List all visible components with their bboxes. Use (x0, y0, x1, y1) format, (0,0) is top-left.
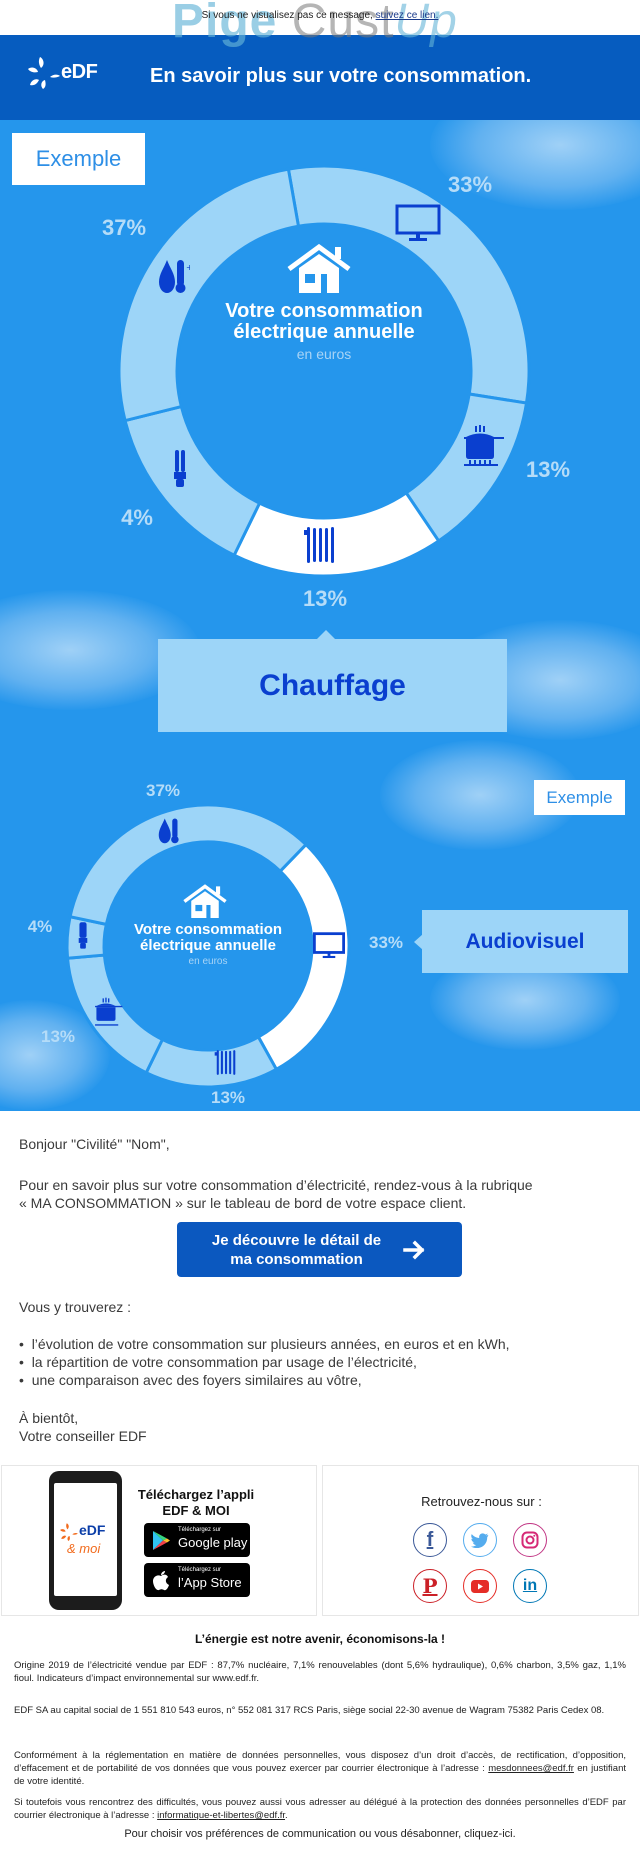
app-store-badge[interactable]: Téléchargez sur l’App Store (144, 1563, 250, 1597)
greeting: Bonjour "Civilité" "Nom", (19, 1136, 170, 1152)
donut-segments (65, 803, 351, 1089)
company-info: EDF SA au capital social de 1 551 810 54… (14, 1705, 605, 1716)
arrow-right-icon (403, 1240, 425, 1259)
label-chauffage: 13% (302, 586, 348, 611)
house-icon (183, 884, 227, 918)
cooking-pot-icon (464, 425, 504, 466)
light-bulb-icon (174, 450, 186, 487)
water-heater-icon (158, 818, 179, 844)
exemple-badge: Exemple (12, 133, 145, 185)
discover-consumption-button[interactable]: Je découvre le détail de ma consommation (177, 1222, 462, 1277)
preheader: Si vous ne visualisez pas ce message, su… (0, 10, 640, 21)
view-online-link[interactable]: suivez ce lien. (375, 10, 439, 21)
dpo-email-link[interactable]: informatique-et-libertes@edf.fr (157, 1810, 286, 1821)
apple-icon (153, 1571, 169, 1591)
gdpr-notice: Conformément à la réglementation en mati… (14, 1750, 627, 1787)
phone-illustration: eDF & moi (49, 1471, 122, 1610)
list-intro: Vous y trouverez : (19, 1299, 132, 1315)
house-icon (287, 244, 351, 293)
google-play-badge[interactable]: Téléchargez sur Google play (144, 1523, 250, 1557)
unsubscribe-link[interactable]: Pour choisir vos préférences de communic… (124, 1828, 516, 1840)
callout-pointer (316, 630, 336, 640)
social-box: Retrouvez-nous sur : f P in (322, 1465, 639, 1616)
callout-pointer (414, 934, 423, 950)
segment-audiovisuel (286, 164, 531, 405)
features-list: • l’évolution de votre consommation sur … (19, 1335, 510, 1389)
tv-icon (313, 932, 345, 959)
label-cuisson: 13% (40, 1027, 76, 1046)
svg-text:+: + (186, 263, 190, 272)
preheader-text: Si vous ne visualisez pas ce message, (201, 10, 376, 21)
signoff: À bientôt, Votre conseiller EDF (19, 1410, 147, 1444)
label-eclairage: 4% (27, 917, 53, 936)
edf-logo-icon (60, 1523, 78, 1541)
instagram-icon[interactable] (513, 1523, 547, 1557)
footer-slogan: L’énergie est notre avenir, économisons-… (194, 1632, 446, 1646)
pinterest-icon[interactable]: P (413, 1569, 447, 1603)
label-cuisson: 13% (525, 457, 571, 482)
label-eclairage: 4% (121, 505, 153, 530)
google-play-icon (153, 1531, 170, 1550)
phone-edf-text: eDF (79, 1522, 106, 1538)
social-title: Retrouvez-nous sur : (421, 1494, 542, 1509)
electricity-origin: Origine 2019 de l’électricité vendue par… (14, 1660, 626, 1684)
segment-eau chaude (117, 167, 301, 423)
donut-center-text: Votre consommation électrique annuelle e… (133, 921, 283, 967)
list-item: • la répartition de votre consommation p… (19, 1354, 417, 1370)
header-title: En savoir plus sur votre consommation. (150, 65, 532, 87)
tv-icon (395, 204, 441, 241)
label-chauffage: 13% (210, 1088, 246, 1107)
exemple-badge: Exemple (534, 780, 625, 815)
cooking-pot-icon (95, 997, 123, 1026)
app-promo-title: Téléchargez l’appli EDF & MOI (137, 1487, 255, 1518)
infographic-area: Exemple 33% 37% 13% 4% 13% + (0, 120, 640, 1111)
list-item: • l’évolution de votre consommation sur … (19, 1336, 510, 1352)
facebook-icon[interactable]: f (413, 1523, 447, 1557)
label-eau-chaude: 37% (145, 781, 181, 800)
light-bulb-icon (78, 922, 88, 949)
highlighted-category-callout: Audiovisuel (422, 910, 628, 973)
linkedin-icon[interactable]: in (513, 1569, 547, 1603)
radiator-icon (214, 1050, 236, 1075)
app-promo-box: eDF & moi Téléchargez l’appli EDF & MOI … (1, 1465, 317, 1616)
label-audiovisuel: 33% (368, 933, 404, 952)
segment-eau chaude (68, 803, 309, 927)
radiator-icon (304, 527, 334, 563)
consumption-donut-chart-1 (117, 164, 531, 578)
segment-chauffage (144, 1034, 279, 1089)
intro-paragraph: Pour en savoir plus sur votre consommati… (19, 1177, 533, 1211)
header: eDF En savoir plus sur votre consommatio… (0, 35, 640, 120)
donut-segments (117, 164, 531, 578)
edf-logo-text: eDF (61, 61, 98, 83)
twitter-icon[interactable] (463, 1523, 497, 1557)
dpo-notice: Si toutefois vous rencontrez des difficu… (14, 1797, 626, 1821)
label-audiovisuel: 33% (447, 172, 493, 197)
phone-tagline: & moi (67, 1541, 101, 1556)
highlighted-category-callout: Chauffage (158, 639, 507, 732)
consumption-donut-chart-2 (65, 803, 351, 1089)
edf-logo-icon (28, 57, 60, 89)
water-heater-icon: + (159, 260, 190, 293)
label-eau-chaude: 37% (101, 215, 147, 240)
gdpr-email-link[interactable]: mesdonnees@edf.fr (488, 1763, 574, 1774)
donut-center-text: Votre consommation électrique annuelle e… (225, 300, 423, 363)
list-item: • une comparaison avec des foyers simila… (19, 1372, 362, 1388)
youtube-icon[interactable] (463, 1569, 497, 1603)
